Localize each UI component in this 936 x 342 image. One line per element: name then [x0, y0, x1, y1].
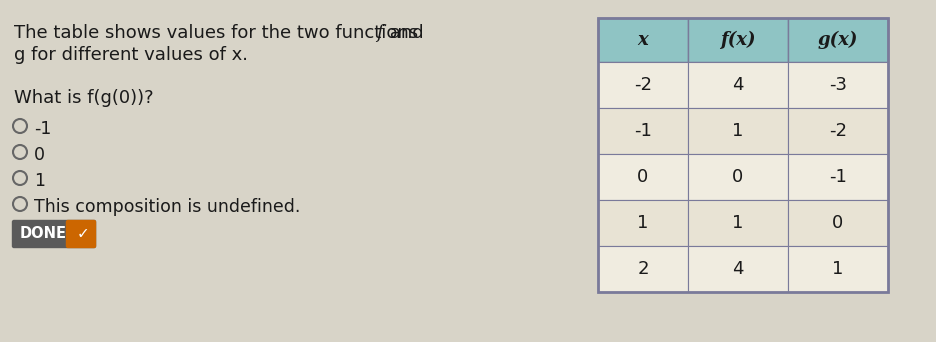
Text: x: x — [636, 31, 648, 49]
Bar — [787, 62, 887, 108]
Text: 0: 0 — [732, 168, 743, 186]
Bar — [687, 108, 787, 154]
Bar — [687, 246, 787, 292]
Text: -3: -3 — [828, 76, 846, 94]
Bar — [597, 18, 887, 292]
Bar — [597, 246, 687, 292]
Bar — [787, 246, 887, 292]
Bar — [787, 108, 887, 154]
Text: and: and — [384, 24, 423, 42]
Text: 1: 1 — [732, 214, 743, 232]
Text: -2: -2 — [828, 122, 846, 140]
Text: The table shows values for the two functions: The table shows values for the two funct… — [14, 24, 423, 42]
Bar — [787, 154, 887, 200]
Text: f(x): f(x) — [720, 31, 755, 49]
Bar — [597, 18, 687, 62]
Text: -2: -2 — [634, 76, 651, 94]
Text: What is f(g(0))?: What is f(g(0))? — [14, 89, 154, 107]
Bar — [597, 62, 687, 108]
Bar — [597, 200, 687, 246]
Text: 2: 2 — [636, 260, 648, 278]
Text: -1: -1 — [634, 122, 651, 140]
FancyBboxPatch shape — [12, 221, 95, 248]
Text: 0: 0 — [636, 168, 648, 186]
Bar — [787, 18, 887, 62]
Bar — [787, 200, 887, 246]
Bar — [72, 222, 76, 246]
Text: 1: 1 — [732, 122, 743, 140]
Text: This composition is undefined.: This composition is undefined. — [34, 198, 300, 216]
Text: 1: 1 — [831, 260, 842, 278]
Text: g for different values of x.: g for different values of x. — [14, 46, 248, 64]
Bar — [597, 154, 687, 200]
Text: 1: 1 — [34, 172, 45, 190]
Text: 4: 4 — [731, 76, 743, 94]
Text: 4: 4 — [731, 260, 743, 278]
Text: g(x): g(x) — [817, 31, 857, 49]
Bar — [687, 154, 787, 200]
FancyBboxPatch shape — [66, 221, 95, 248]
Bar — [687, 200, 787, 246]
Text: 0: 0 — [831, 214, 842, 232]
Text: ✓: ✓ — [77, 226, 89, 241]
Bar — [687, 62, 787, 108]
Bar — [687, 18, 787, 62]
Text: -1: -1 — [34, 120, 51, 138]
Bar — [72, 224, 94, 245]
Text: -1: -1 — [828, 168, 846, 186]
Text: DONE: DONE — [20, 226, 66, 241]
Text: 0: 0 — [34, 146, 45, 164]
Bar — [597, 108, 687, 154]
Text: f: f — [375, 24, 382, 42]
Text: 1: 1 — [636, 214, 648, 232]
